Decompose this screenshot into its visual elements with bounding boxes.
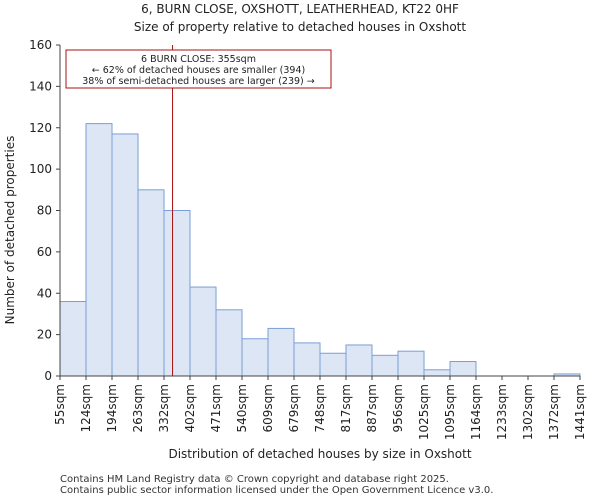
x-tick-label: 956sqm xyxy=(391,384,405,432)
histogram-bar xyxy=(215,309,243,377)
y-tick-label: 120 xyxy=(29,121,52,135)
histogram-bar xyxy=(345,344,373,377)
chart-title: 6, BURN CLOSE, OXSHOTT, LEATHERHEAD, KT2… xyxy=(141,2,459,16)
y-tick-label: 140 xyxy=(29,79,52,93)
histogram-bar xyxy=(397,350,425,377)
x-tick-label: 1233sqm xyxy=(495,384,509,440)
y-tick-label: 20 xyxy=(37,328,52,342)
histogram-bar xyxy=(293,342,321,377)
histogram-bar xyxy=(163,210,191,377)
annotation-text-line: 6 BURN CLOSE: 355sqm xyxy=(141,54,256,65)
x-tick-label: 609sqm xyxy=(261,384,275,432)
x-tick-label: 124sqm xyxy=(79,384,93,432)
histogram-bar xyxy=(59,301,87,377)
y-tick-label: 0 xyxy=(44,369,52,383)
y-axis-label: Number of detached properties xyxy=(3,136,17,325)
x-tick-label: 194sqm xyxy=(105,384,119,432)
y-tick-label: 40 xyxy=(37,286,52,300)
y-tick-label: 80 xyxy=(37,204,52,218)
y-tick-label: 100 xyxy=(29,162,52,176)
x-tick-label: 1441sqm xyxy=(573,384,587,440)
y-tick-label: 160 xyxy=(29,38,52,52)
plot-area: 0 20 40 60 80 100 120 140 160 55sqm 124sqm 194sqm 26… xyxy=(29,38,587,440)
x-tick-label: 1095sqm xyxy=(443,384,457,440)
histogram-bar xyxy=(111,133,139,377)
footer-attribution-line-1: Contains HM Land Registry data © Crown c… xyxy=(60,474,449,485)
histogram-bar xyxy=(241,338,269,377)
histogram-bar xyxy=(137,189,165,377)
x-tick-label: 887sqm xyxy=(365,384,379,432)
x-axis-label: Distribution of detached houses by size … xyxy=(168,447,471,461)
x-tick-label: 332sqm xyxy=(157,384,171,432)
x-tick-label: 55sqm xyxy=(53,384,67,425)
histogram-bar xyxy=(449,361,477,377)
footer-attribution-line-2: Contains public sector information licen… xyxy=(60,485,494,496)
y-tick-label: 60 xyxy=(37,245,52,259)
x-tick-label: 263sqm xyxy=(131,384,145,432)
x-tick-label: 1025sqm xyxy=(417,384,431,440)
histogram-bar xyxy=(319,352,347,377)
x-tick-label: 402sqm xyxy=(183,384,197,432)
histogram-bar xyxy=(267,327,295,377)
chart-subtitle: Size of property relative to detached ho… xyxy=(134,20,466,34)
x-tick-label: 1164sqm xyxy=(469,384,483,440)
annotation-text-line: 38% of semi-detached houses are larger (… xyxy=(82,76,315,87)
annotation-box xyxy=(65,49,332,89)
annotation-text-line: ← 62% of detached houses are smaller (39… xyxy=(92,65,305,76)
x-tick-label: 471sqm xyxy=(209,384,223,432)
x-tick-label: 1372sqm xyxy=(547,384,561,440)
histogram-bar xyxy=(423,369,451,377)
x-tick-label: 540sqm xyxy=(235,384,249,432)
histogram-bar xyxy=(189,286,217,377)
x-tick-label: 679sqm xyxy=(287,384,301,432)
histogram-bar xyxy=(371,354,399,377)
x-tick-label: 1302sqm xyxy=(521,384,535,440)
histogram-bar xyxy=(85,123,113,377)
x-tick-label: 748sqm xyxy=(313,384,327,432)
x-tick-label: 817sqm xyxy=(339,384,353,432)
